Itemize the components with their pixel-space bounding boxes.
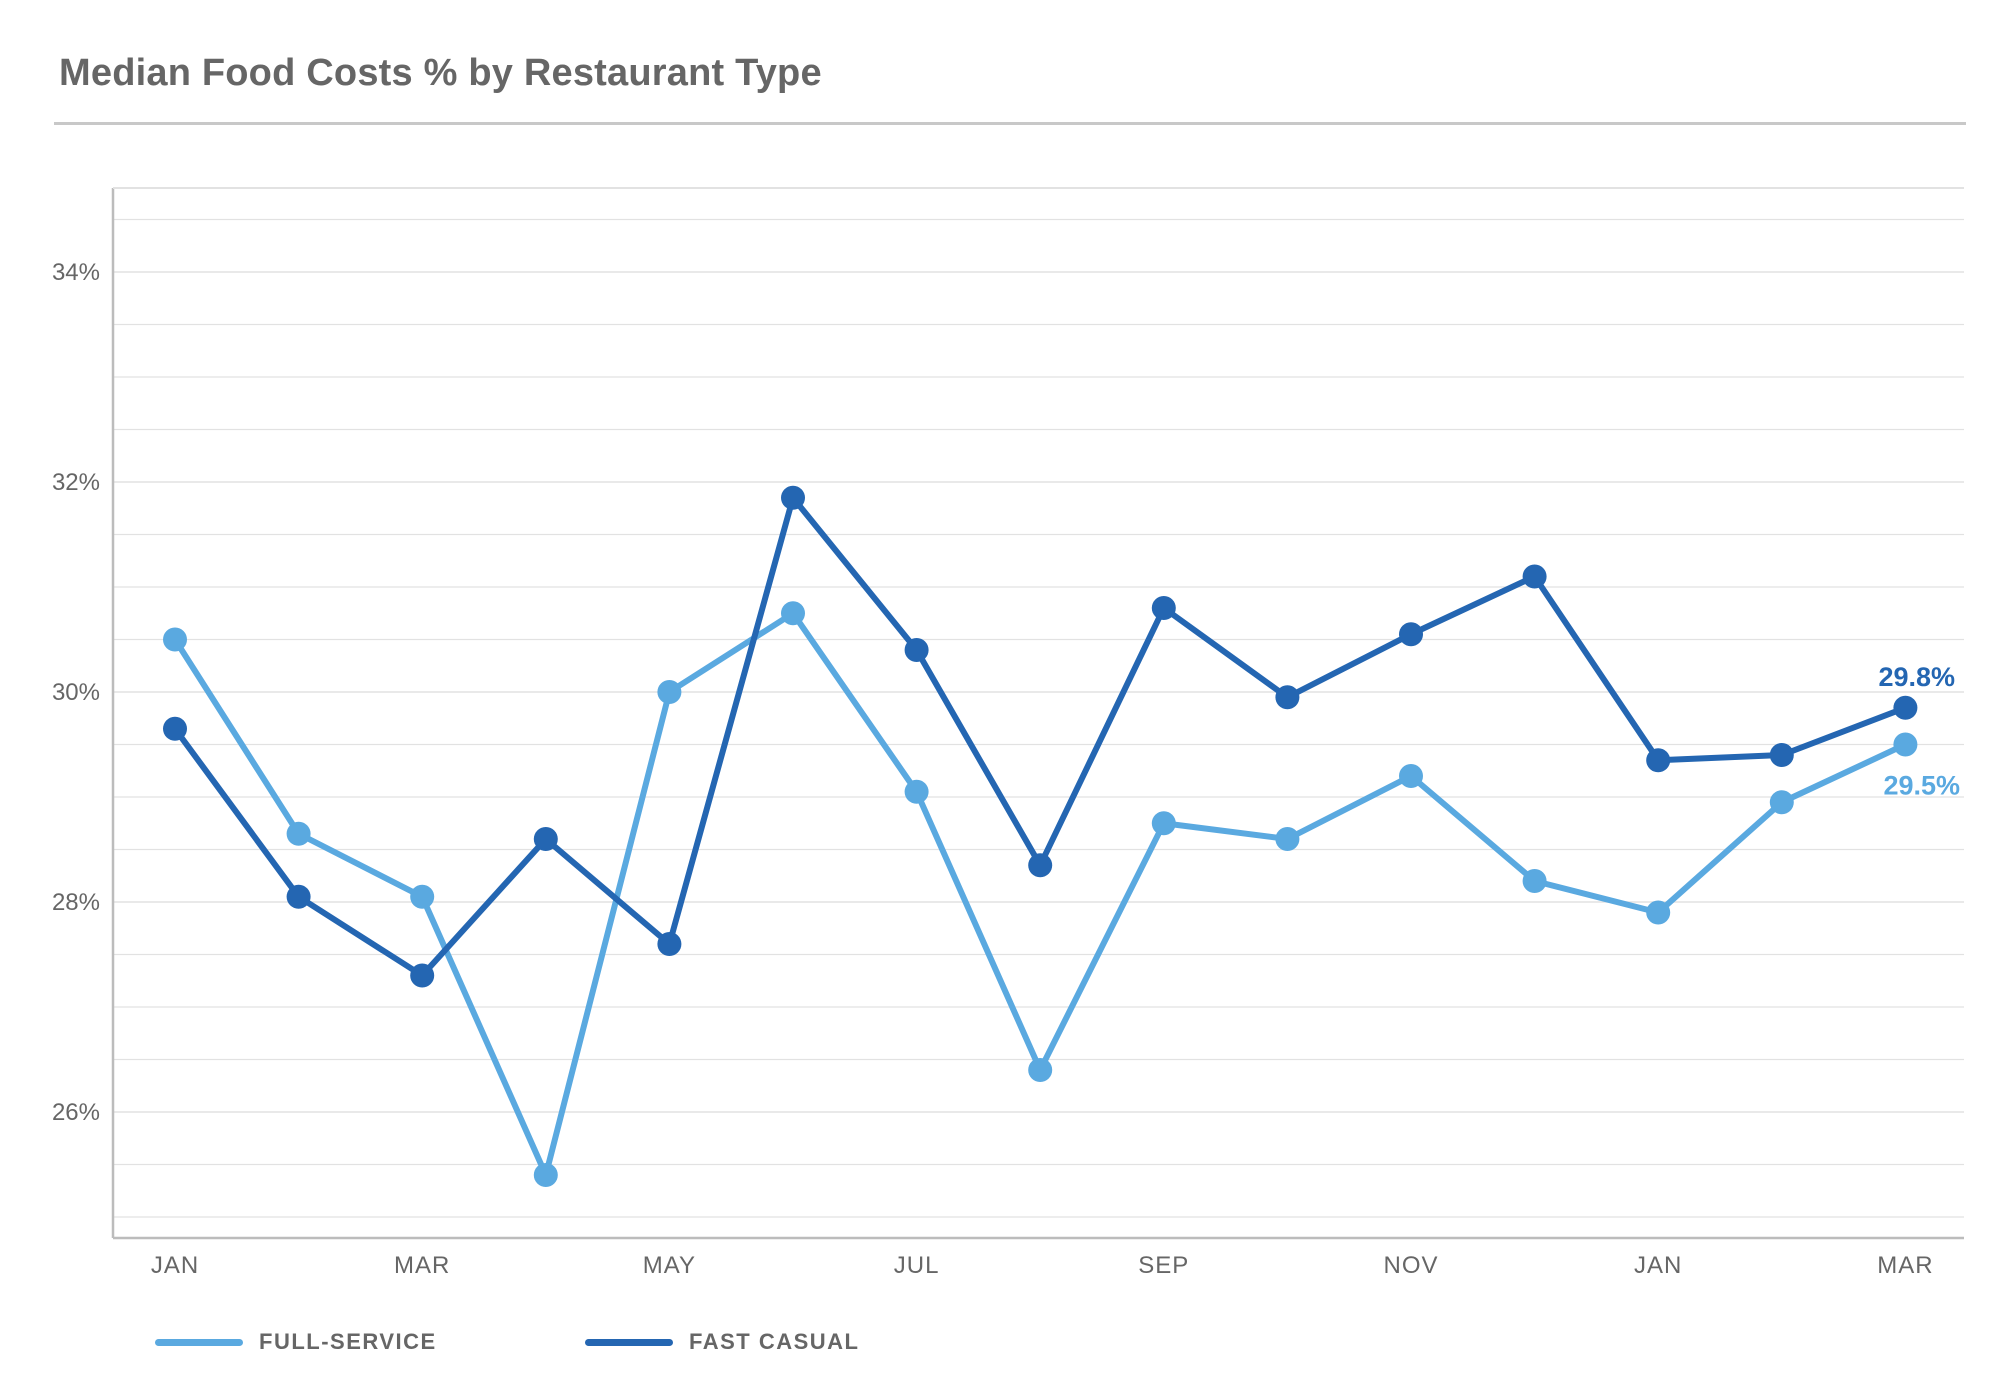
- data-point-fast-casual: [533, 827, 558, 851]
- data-point-full-service: [410, 884, 435, 909]
- data-point-fast-casual: [904, 638, 929, 662]
- data-point-full-service: [657, 680, 682, 704]
- end-label-full-service: 29.5%: [1883, 771, 1960, 801]
- title-divider: [54, 122, 1966, 125]
- y-tick-label: 34%: [52, 259, 100, 286]
- data-point-fast-casual: [1646, 748, 1671, 773]
- data-point-full-service: [1522, 869, 1547, 893]
- x-tick-label: SEP: [1138, 1252, 1189, 1279]
- end-label-fast-casual: 29.8%: [1878, 662, 1955, 692]
- data-point-full-service: [533, 1163, 558, 1187]
- y-tick-label: 26%: [52, 1099, 100, 1126]
- data-point-full-service: [904, 779, 929, 804]
- data-point-fast-casual: [1522, 564, 1547, 589]
- data-point-full-service: [163, 627, 187, 652]
- data-point-full-service: [1151, 811, 1176, 836]
- series-line-full-service: [172, 610, 1909, 1178]
- legend-swatch-full-service: [155, 1338, 243, 1346]
- data-point-full-service: [1893, 732, 1918, 757]
- data-point-fast-casual: [1151, 596, 1176, 620]
- x-tick-label: MAR: [394, 1252, 450, 1279]
- legend-label-full-service: FULL-SERVICE: [259, 1329, 437, 1354]
- data-point-full-service: [1646, 900, 1671, 925]
- data-point-full-service: [1399, 764, 1423, 788]
- data-point-fast-casual: [1028, 853, 1053, 878]
- x-tick-label: MAR: [1877, 1252, 1933, 1279]
- x-tick-label: JAN: [151, 1252, 199, 1279]
- data-point-fast-casual: [657, 932, 682, 956]
- legend-item-full-service: FULL-SERVICE: [155, 1327, 437, 1357]
- data-point-fast-casual: [1399, 622, 1423, 647]
- data-point-fast-casual: [1769, 743, 1794, 767]
- data-point-full-service: [1275, 827, 1300, 851]
- data-point-full-service: [1028, 1058, 1053, 1082]
- x-tick-label: NOV: [1383, 1252, 1438, 1279]
- data-point-fast-casual: [163, 716, 187, 741]
- data-point-fast-casual: [781, 485, 805, 510]
- data-point-fast-casual: [1275, 685, 1300, 710]
- legend-item-fast-casual: FAST CASUAL: [585, 1327, 860, 1357]
- legend-label-fast-casual: FAST CASUAL: [689, 1329, 860, 1354]
- data-point-fast-casual: [1893, 695, 1918, 720]
- data-point-fast-casual: [410, 963, 435, 988]
- y-tick-label: 32%: [52, 469, 100, 496]
- x-tick-label: MAY: [643, 1252, 696, 1279]
- legend-swatch-fast-casual: [585, 1338, 673, 1346]
- series-line-fast-casual: [172, 494, 1909, 979]
- data-point-full-service: [781, 601, 805, 626]
- x-tick-label: JUL: [894, 1252, 940, 1279]
- y-tick-label: 28%: [52, 889, 100, 916]
- data-point-full-service: [286, 821, 311, 846]
- chart-title: Median Food Costs % by Restaurant Type: [59, 52, 822, 94]
- data-point-fast-casual: [286, 884, 311, 909]
- y-tick-label: 30%: [52, 679, 100, 706]
- data-point-full-service: [1769, 790, 1794, 815]
- x-tick-label: JAN: [1634, 1252, 1682, 1279]
